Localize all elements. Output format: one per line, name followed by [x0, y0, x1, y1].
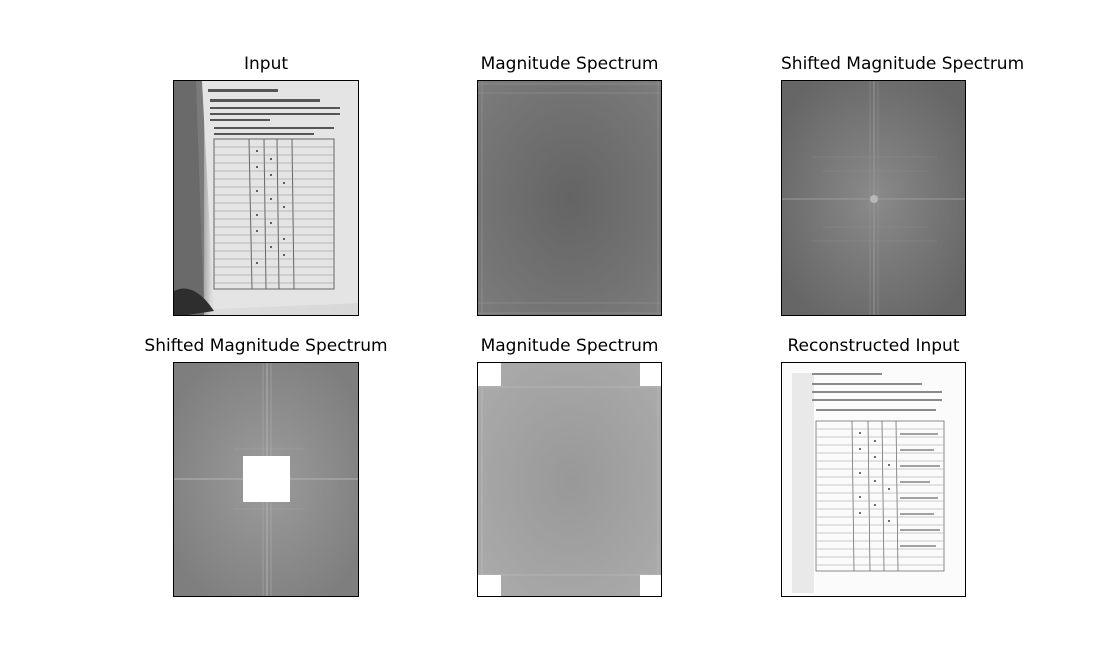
masked-shifted-spectrum-image [173, 362, 359, 597]
panel-title: Magnitude Spectrum [480, 336, 659, 356]
masked-magnitude-spectrum-image [477, 362, 662, 597]
reconstructed-input-image [781, 362, 966, 597]
input-image [173, 80, 359, 316]
magnitude-spectrum-image [477, 80, 662, 316]
panel-reconstructed-input: Reconstructed Input [781, 336, 966, 598]
panel-title: Shifted Magnitude Spectrum [144, 336, 388, 356]
panel-shifted-spectrum-masked: Shifted Magnitude Spectrum [142, 336, 390, 598]
panel-title: Shifted Magnitude Spectrum [781, 54, 1025, 74]
shifted-magnitude-spectrum-image [781, 80, 966, 316]
center-mask [243, 456, 290, 502]
panel-title: Reconstructed Input [787, 336, 960, 356]
panel-title: Magnitude Spectrum [480, 54, 659, 74]
panel-magnitude-spectrum: Magnitude Spectrum [477, 54, 662, 316]
panel-input: Input [173, 54, 359, 316]
panel-magnitude-spectrum-masked: Magnitude Spectrum [477, 336, 662, 598]
panel-title: Input [243, 54, 289, 74]
panel-shifted-magnitude-spectrum: Shifted Magnitude Spectrum [781, 54, 1025, 316]
